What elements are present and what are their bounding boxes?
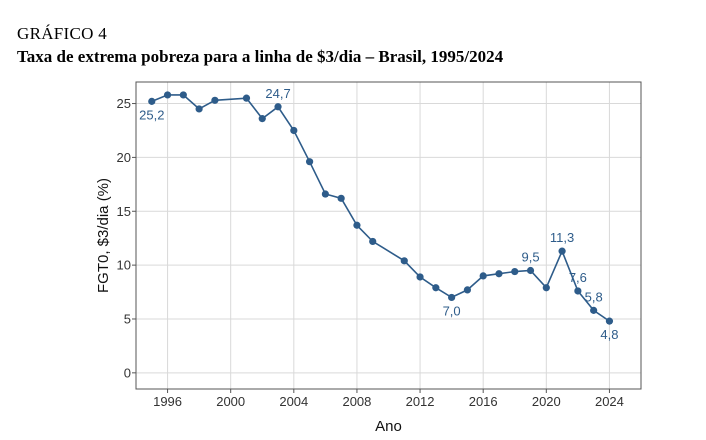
data-point — [463, 286, 472, 294]
x-tick-label: 2008 — [342, 394, 371, 409]
x-tick-label: 2016 — [469, 394, 498, 409]
x-tick-label: 1996 — [153, 394, 182, 409]
data-point — [542, 284, 550, 292]
data-point — [337, 194, 345, 202]
data-label: 7,0 — [443, 303, 461, 318]
data-point — [274, 103, 282, 111]
y-tick-label: 5 — [124, 311, 131, 326]
data-point — [258, 115, 266, 123]
x-tick-label: 2020 — [532, 394, 561, 409]
x-axis-label: Ano — [375, 418, 402, 435]
x-tick-label: 2012 — [406, 394, 435, 409]
data-point — [163, 91, 172, 99]
data-point — [353, 221, 361, 229]
data-point — [148, 97, 156, 105]
data-point — [290, 126, 298, 135]
data-point — [605, 317, 614, 325]
data-point — [511, 267, 519, 276]
x-tick-label: 2024 — [595, 394, 624, 409]
x-tick-label: 2000 — [216, 394, 245, 409]
y-tick-label: 0 — [124, 365, 131, 380]
data-point — [369, 237, 377, 246]
data-point — [479, 272, 487, 280]
data-point — [526, 266, 535, 275]
figure-kicker: GRÁFICO 4 — [17, 24, 108, 43]
data-point — [305, 158, 314, 166]
data-point — [400, 257, 408, 265]
data-label: 9,5 — [521, 250, 539, 265]
data-point — [574, 287, 582, 295]
y-tick-label: 25 — [117, 96, 131, 111]
data-label: 25,2 — [139, 107, 164, 122]
data-point — [495, 270, 503, 278]
data-label: 4,8 — [600, 327, 618, 342]
data-point — [416, 273, 424, 281]
data-labels: 25,2 24,7 7,0 9,5 11,3 7,6 5,8 4,8 — [139, 86, 618, 342]
data-point — [448, 293, 456, 302]
plot-frame — [135, 81, 642, 390]
y-axis-ticks: 0 5 10 15 20 25 — [117, 96, 136, 380]
data-point — [590, 306, 598, 314]
data-label: 5,8 — [585, 289, 603, 304]
data-point — [242, 94, 251, 102]
series-points — [148, 91, 614, 325]
chart-title: Taxa de extrema pobreza para a linha de … — [17, 47, 504, 66]
x-tick-label: 2004 — [279, 394, 308, 409]
data-point — [321, 190, 329, 198]
data-point — [432, 284, 440, 292]
y-tick-label: 15 — [117, 204, 131, 219]
data-label: 24,7 — [265, 86, 290, 101]
series-line — [151, 94, 610, 322]
data-label: 11,3 — [550, 230, 574, 245]
data-point — [195, 105, 203, 113]
data-point — [179, 91, 187, 99]
y-tick-label: 20 — [117, 150, 131, 165]
y-tick-label: 10 — [117, 258, 131, 273]
data-label: 7,6 — [569, 270, 587, 285]
data-point — [558, 247, 566, 255]
y-axis-label: FGT0, $3/dia (%) — [95, 178, 112, 293]
x-axis-ticks: 1996 2000 2004 2008 2012 2016 2020 2024 — [153, 389, 624, 409]
data-point — [211, 96, 219, 104]
